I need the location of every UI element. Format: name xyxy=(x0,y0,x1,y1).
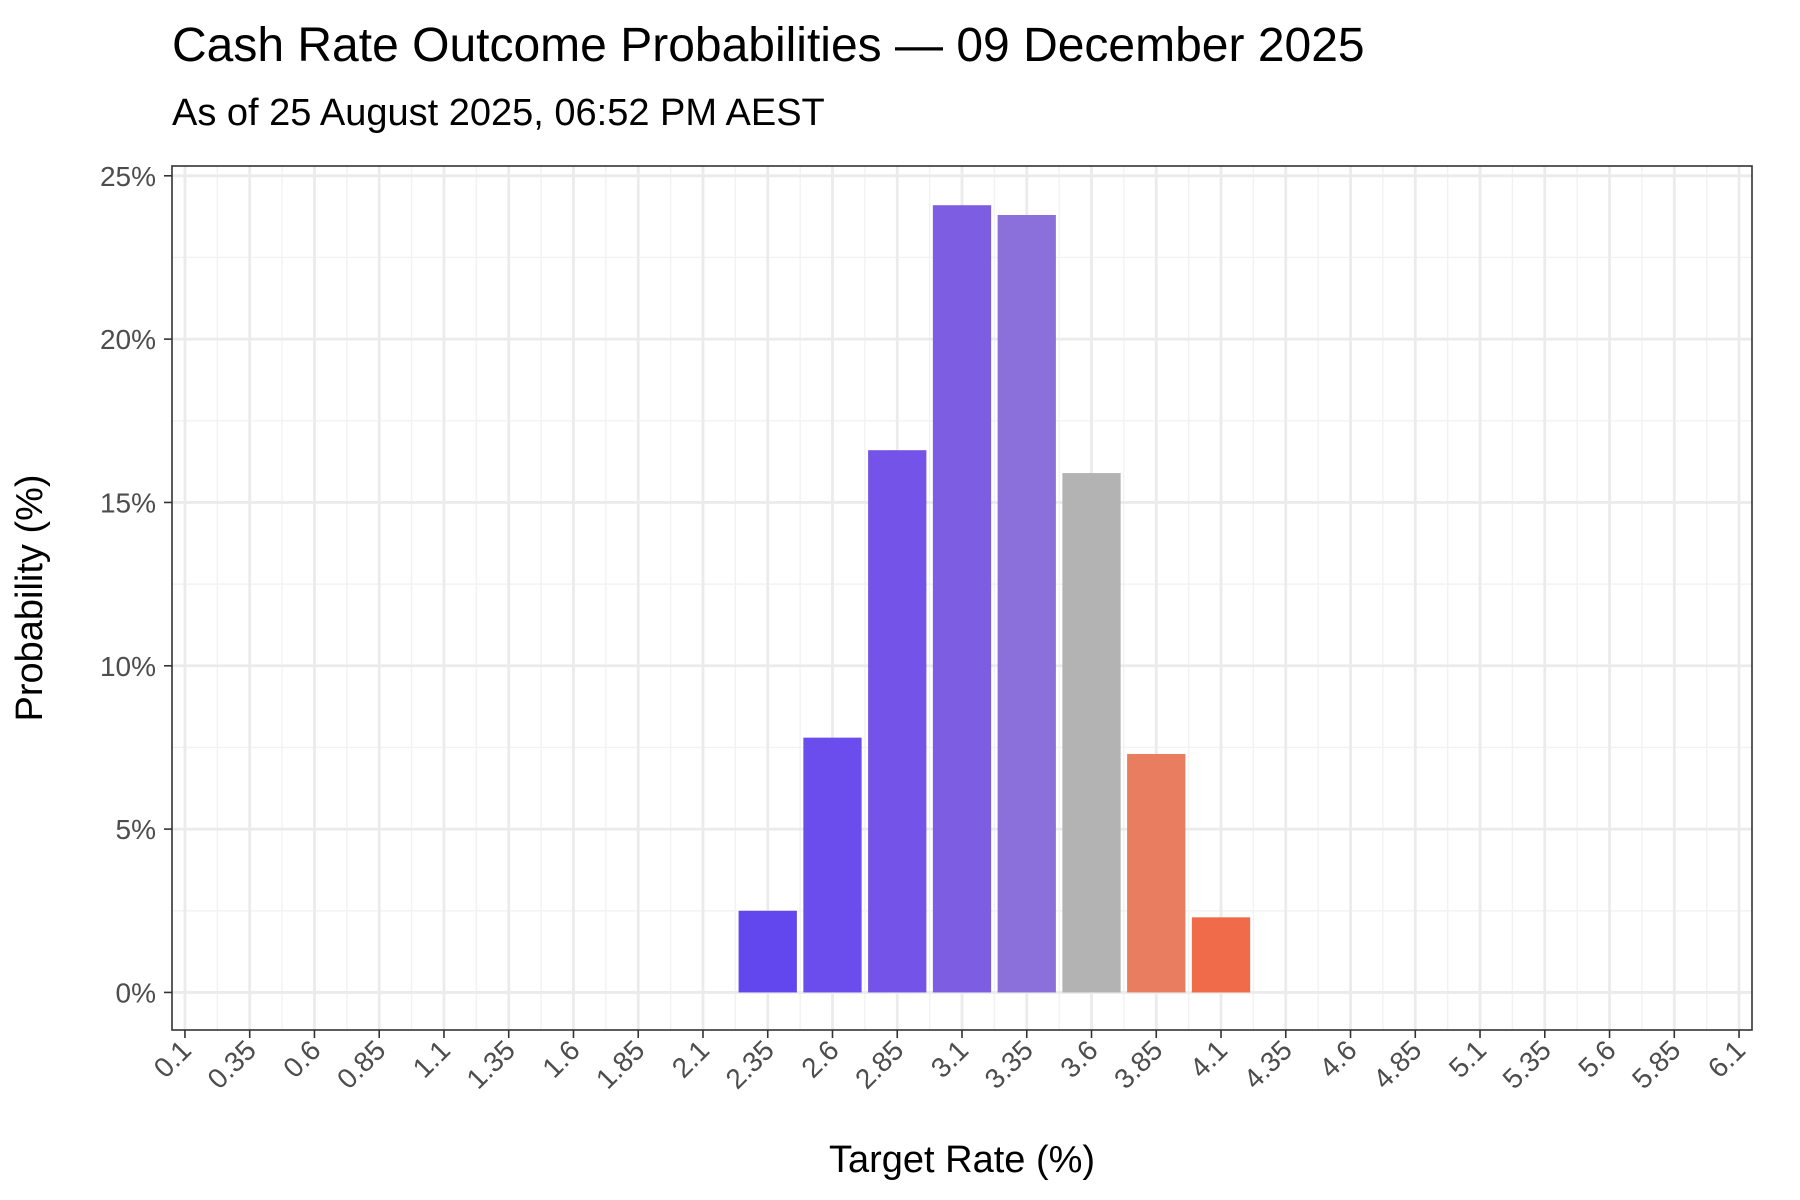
bar xyxy=(997,214,1056,993)
x-tick-label: 4.1 xyxy=(1184,1034,1233,1083)
x-tick-label: 4.35 xyxy=(1238,1034,1298,1094)
x-tick-label: 0.85 xyxy=(331,1034,391,1094)
x-tick-label: 1.1 xyxy=(407,1034,456,1083)
x-tick-label: 2.6 xyxy=(795,1034,844,1083)
x-tick-label: 1.35 xyxy=(461,1034,521,1094)
x-tick-label: 2.1 xyxy=(666,1034,715,1083)
x-tick-label: 3.6 xyxy=(1054,1034,1103,1083)
y-tick-label: 0% xyxy=(116,977,156,1008)
y-tick-label: 5% xyxy=(116,814,156,845)
x-tick-label: 3.35 xyxy=(979,1034,1039,1094)
y-tick-label: 25% xyxy=(100,161,156,192)
bar xyxy=(738,910,797,993)
x-tick-label: 3.85 xyxy=(1108,1034,1168,1094)
y-tick-label: 10% xyxy=(100,651,156,682)
x-tick-label: 0.35 xyxy=(201,1034,261,1094)
x-tick-label: 4.6 xyxy=(1313,1034,1362,1083)
y-tick-label: 20% xyxy=(100,324,156,355)
x-tick-label: 6.1 xyxy=(1702,1034,1751,1083)
bar xyxy=(1127,753,1186,993)
x-tick-label: 3.1 xyxy=(925,1034,974,1083)
x-tick-label: 1.85 xyxy=(590,1034,650,1094)
bar xyxy=(868,450,927,993)
chart-title: Cash Rate Outcome Probabilities — 09 Dec… xyxy=(172,19,1365,72)
x-tick-label: 0.6 xyxy=(277,1034,326,1083)
x-tick-label: 0.1 xyxy=(148,1034,197,1083)
y-tick-label: 15% xyxy=(100,487,156,518)
bars-layer xyxy=(738,205,1251,993)
x-tick-label: 4.85 xyxy=(1367,1034,1427,1094)
grid-layer xyxy=(172,166,1752,1030)
bar xyxy=(1062,473,1121,993)
x-tick-label: 1.6 xyxy=(536,1034,585,1083)
y-axis-title: Probability (%) xyxy=(9,474,51,721)
chart-subtitle: As of 25 August 2025, 06:52 PM AEST xyxy=(172,92,825,134)
x-tick-label: 2.85 xyxy=(849,1034,909,1094)
x-tick-label: 5.85 xyxy=(1626,1034,1686,1094)
bar xyxy=(1191,917,1251,993)
bar xyxy=(932,205,992,993)
x-tick-label: 2.35 xyxy=(720,1034,780,1094)
bar xyxy=(803,737,862,993)
x-axis-title: Target Rate (%) xyxy=(829,1139,1095,1181)
x-tick-label: 5.35 xyxy=(1497,1034,1557,1094)
x-tick-label: 5.1 xyxy=(1443,1034,1492,1083)
x-tick-label: 5.6 xyxy=(1572,1034,1621,1083)
